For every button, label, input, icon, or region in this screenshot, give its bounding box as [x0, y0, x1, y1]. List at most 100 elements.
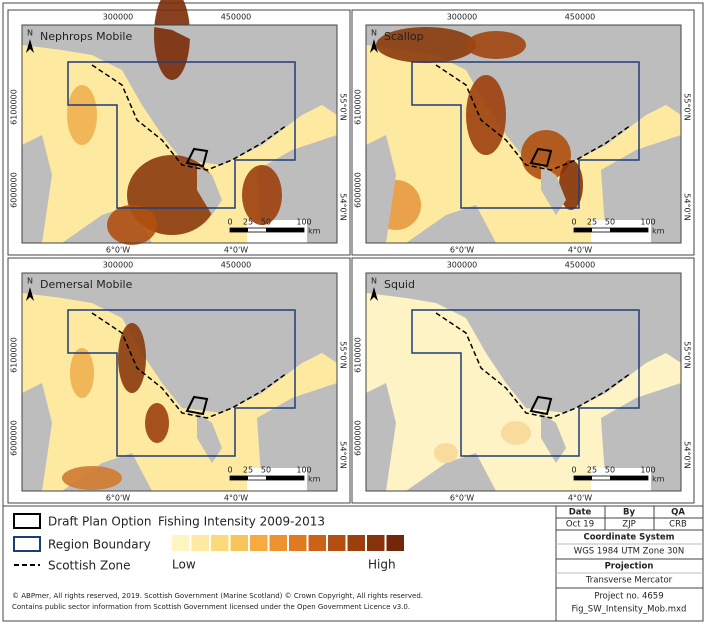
ramp-swatch [250, 535, 268, 551]
isle-of-man [541, 413, 566, 463]
map-panel: Scallop N 300000 6°0'W 450000 4°0'W 6100000 600… [351, 9, 695, 256]
lon-label: 6°0'W [106, 246, 130, 255]
y-tick-label: 6000000 [10, 420, 19, 456]
outer-frame [2, 2, 704, 622]
ramp-swatch [191, 535, 209, 551]
legend-label: Draft Plan Option [48, 515, 151, 529]
scottish-zone [91, 312, 288, 419]
lat-label: 55°0'N [683, 341, 692, 368]
ramp-swatch [386, 535, 404, 551]
lon-label: 4°0'W [568, 246, 592, 255]
map-area: Demersal Mobile N [21, 272, 338, 492]
heat-blob [434, 443, 458, 463]
map-panel: Squid N 300000 6°0'W 450000 4°0'W 6100000 60000… [351, 257, 695, 504]
scottish-zone [91, 64, 288, 171]
y-tick-label: 6000000 [10, 172, 19, 208]
scale-label: 50 [261, 466, 271, 475]
panel-title: Nephrops Mobile [40, 30, 132, 43]
ireland-coast [22, 135, 52, 243]
map-panels: Nephrops Mobile N 300000 6°0'W 450000 4°0'W 61… [7, 0, 695, 504]
table-cell: Transverse Mercator [585, 576, 673, 586]
scale-label: 50 [605, 466, 615, 475]
north-arrow [26, 287, 34, 301]
lon-label: 4°0'W [224, 494, 248, 503]
panel-title: Demersal Mobile [40, 278, 133, 291]
ramp-swatch [289, 535, 307, 551]
sea-heat [366, 293, 681, 491]
y-tick-label: 6000000 [354, 172, 363, 208]
heat-blob [145, 403, 169, 443]
scale-label: 0 [571, 218, 576, 227]
ramp-swatch [211, 535, 229, 551]
table-cell: Oct 19 [566, 520, 594, 530]
scale-unit: km [652, 475, 665, 484]
ramp-swatch [328, 535, 346, 551]
x-tick-label: 300000 [447, 13, 478, 22]
map-border [21, 24, 338, 244]
heat-blob [466, 31, 526, 59]
draft-plan [529, 395, 553, 416]
ramp-swatch [308, 535, 326, 551]
x-tick-label: 300000 [103, 13, 134, 22]
scale-label: 50 [605, 218, 615, 227]
heat-blob [154, 0, 190, 80]
scale-unit: km [308, 475, 321, 484]
ramp-swatch [347, 535, 365, 551]
x-tick-label: 300000 [103, 261, 134, 270]
lat-label: 54°0'N [683, 193, 692, 220]
scale-label: 0 [571, 466, 576, 475]
scale-label: 50 [261, 218, 271, 227]
y-tick-label: 6100000 [354, 337, 363, 373]
north-label: N [371, 277, 377, 286]
north-label: N [371, 29, 377, 38]
lon-label: 4°0'W [568, 494, 592, 503]
draft-swatch [13, 513, 41, 529]
map-border [365, 272, 682, 492]
lon-label: 6°0'W [450, 494, 474, 503]
heat-blob [466, 75, 506, 155]
scale-bar [230, 228, 248, 232]
color-ramp [172, 535, 404, 551]
lat-label: 54°0'N [339, 193, 348, 220]
isle-of-man [197, 165, 222, 215]
scale-label: 100 [296, 466, 311, 475]
map-area: Scallop N [365, 24, 682, 244]
y-tick-label: 6000000 [354, 420, 363, 456]
heat-blob [70, 348, 94, 398]
lat-label: 55°0'N [339, 93, 348, 120]
region-swatch [13, 536, 41, 552]
isle-of-man [541, 165, 566, 215]
legend-label: Region Boundary [48, 538, 151, 552]
legend-low: Low [172, 558, 196, 572]
legend-label: Scottish Zone [48, 559, 131, 573]
map-area: Nephrops Mobile N [21, 0, 338, 245]
isle-of-man [197, 413, 222, 463]
ireland-coast [366, 135, 396, 243]
scale-label: 25 [587, 466, 597, 475]
scale-bar [610, 476, 648, 480]
north-arrow [26, 39, 34, 53]
scale-label: 0 [227, 466, 232, 475]
table-title: Coordinate System [583, 533, 674, 543]
scale-bar [610, 228, 648, 232]
heat-blob [62, 466, 122, 490]
north-label: N [27, 29, 33, 38]
scale-unit: km [652, 227, 665, 236]
scotland [366, 25, 681, 95]
scotland [366, 273, 681, 343]
ireland-coast [22, 383, 52, 491]
lon-label: 6°0'W [450, 246, 474, 255]
scale-label: 100 [640, 466, 655, 475]
panel-title: Scallop [384, 30, 424, 43]
scale-label: 25 [243, 218, 253, 227]
sea-heat [366, 45, 681, 243]
map-panel: Demersal Mobile N 300000 6°0'W 450000 4°0'W 61… [7, 257, 351, 504]
heat-blob [501, 421, 531, 445]
table-cell: Fig_SW_Intensity_Mob.mxd [572, 605, 687, 615]
lat-label: 54°0'N [683, 441, 692, 468]
ramp-swatch [230, 535, 248, 551]
map-border [21, 272, 338, 492]
y-tick-label: 6100000 [10, 89, 19, 125]
lat-label: 55°0'N [339, 341, 348, 368]
